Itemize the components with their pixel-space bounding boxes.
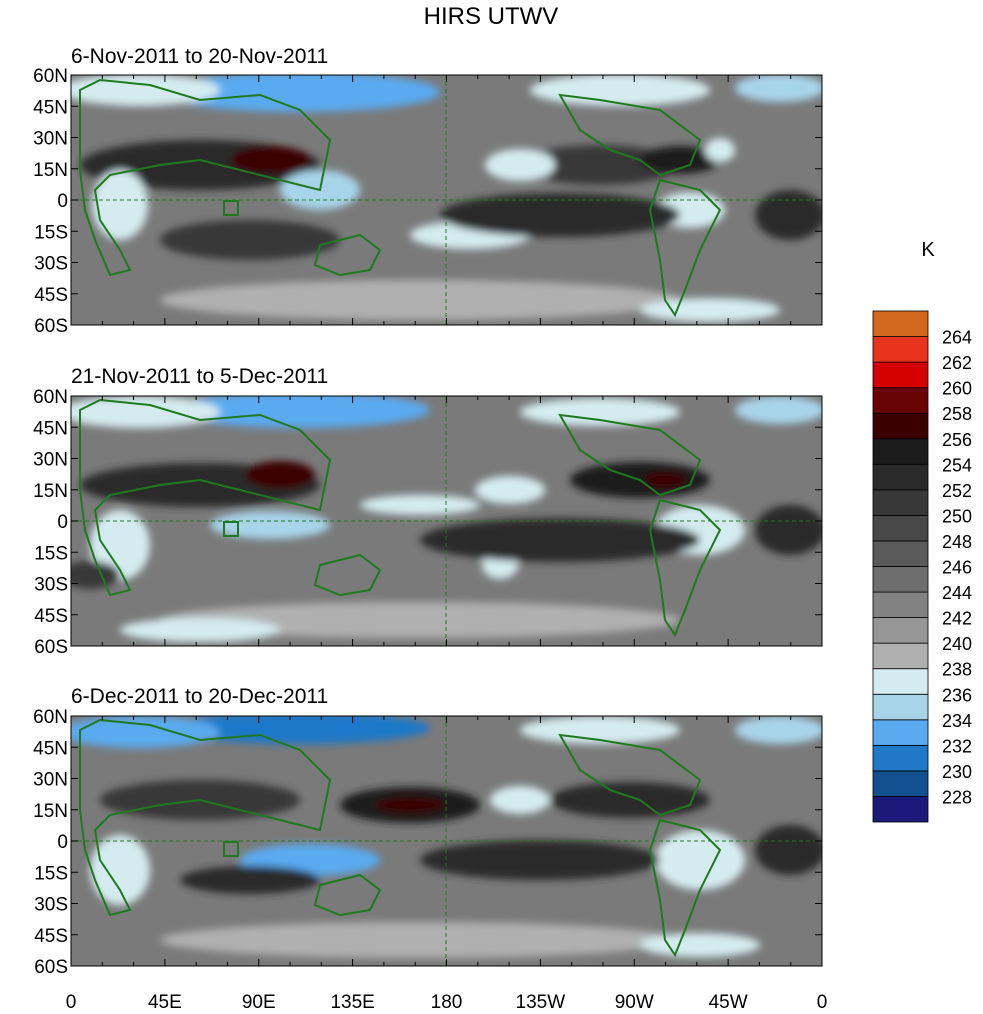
colorbar-box [872,515,929,542]
y-tick-label: 30S [34,254,68,275]
colorbar-box [872,591,929,618]
colorbar-box [872,310,929,337]
colorbar-label: 230 [942,762,972,782]
y-tick-label: 60S [34,637,68,658]
y-tick-label: 45N [33,418,68,439]
y-tick-label: 0 [57,512,68,533]
y-tick-label: 15S [34,543,68,564]
y-tick-label: 30N [33,770,68,791]
y-tick-label: 60N [33,387,68,408]
colorbar-label: 252 [942,481,972,501]
colorbar-label: 250 [942,506,972,526]
y-tick-label: 0 [57,832,68,853]
colorbar-label: 262 [942,353,972,373]
colorbar-box [872,361,929,389]
colorbar-box [872,387,929,414]
x-tick-label: 90W [615,992,654,1013]
y-tick-label: 15N [33,160,68,181]
panel-3: 6-Dec-2011 to 20-Dec-2011 [70,685,823,967]
colorbar-box [872,336,929,363]
colorbar-label: 242 [942,609,972,629]
colorbar-label: 254 [942,455,972,475]
colorbar-units: K [921,239,935,261]
colorbar-label: 264 [942,328,972,348]
y-tick-label: 15S [34,222,68,243]
y-tick-label: 30N [33,450,68,471]
y-tick-label: 60S [34,957,68,978]
colorbar-box [872,668,929,695]
y-tick-label: 45S [34,285,68,306]
x-tick-label: 135W [516,992,566,1013]
y-tick-label: 60N [33,707,68,728]
panel-1-field [71,75,822,325]
y-tick-label: 30S [34,575,68,596]
panel-2-field [71,396,822,646]
x-tick-label: 0 [66,992,77,1013]
colorbar-box [872,617,929,644]
x-tick-label: 45E [148,992,182,1013]
colorbar-box [872,719,929,746]
colorbar-box [872,796,929,823]
colorbar-box [872,540,929,567]
colorbar-label: 248 [942,532,972,552]
y-tick-label: 60N [33,66,68,87]
y-axis-ticks: 60N 45N 30N 15N 0 15S 30S 45S 60S 60N 45N 30N 15N 0 15… [33,66,823,978]
colorbar-label: 232 [942,736,972,756]
x-tick-label: 135E [330,992,374,1013]
colorbar-label: 238 [942,660,972,680]
colorbar-box [872,693,929,721]
colorbar-label: 256 [942,430,972,450]
x-tick-label: 45W [709,992,748,1013]
colorbar-box [872,744,929,772]
panel-3-title: 6-Dec-2011 to 20-Dec-2011 [71,685,328,708]
colorbar-box [872,770,929,797]
panel-1: 6-Nov-2011 to 20-Nov-2011 [70,45,823,326]
colorbar-label: 260 [942,379,972,399]
colorbar-label: 236 [942,685,972,705]
panel-2: 21-Nov-2011 to 5-Dec-2011 [70,365,823,647]
colorbar-label: 240 [942,634,972,654]
y-tick-label: 15S [34,863,68,884]
colorbar-box [872,566,929,593]
x-axis-ticks: 0 45E 90E 135E 180 135W 90W 45W 0 [66,992,828,1013]
y-tick-label: 30S [34,895,68,916]
colorbar-label: 228 [942,787,972,807]
panel-1-title: 6-Nov-2011 to 20-Nov-2011 [71,45,328,68]
colorbar-label: 234 [942,711,972,731]
y-tick-label: 45S [34,926,68,947]
y-tick-label: 15N [33,801,68,822]
colorbar: 228 230 232 234 236 238 240 242 244 246 248 250 252 2… [872,310,972,823]
colorbar-label: 246 [942,558,972,578]
y-tick-label: 30N [33,129,68,150]
figure-title: HIRS UTWV [424,3,559,30]
colorbar-box [872,642,929,670]
panel-2-title: 21-Nov-2011 to 5-Dec-2011 [71,365,328,388]
y-tick-label: 45S [34,606,68,627]
x-tick-label: 180 [431,992,463,1013]
colorbar-label: 244 [942,583,972,603]
colorbar-box [872,438,929,465]
x-tick-label: 90E [242,992,276,1013]
panel-3-field [71,716,822,966]
y-tick-label: 45N [33,97,68,118]
x-tick-label: 0 [817,992,828,1013]
y-tick-label: 45N [33,738,68,759]
y-tick-label: 0 [57,191,68,212]
colorbar-label: 258 [942,404,972,424]
colorbar-box [872,412,929,440]
y-tick-label: 60S [34,316,68,337]
y-tick-label: 15N [33,481,68,502]
colorbar-box [872,489,929,516]
colorbar-box [872,463,929,491]
